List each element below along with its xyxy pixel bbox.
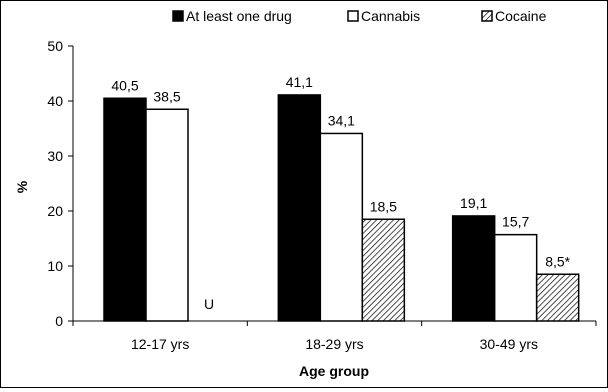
x-axis-title: Age group	[299, 363, 369, 379]
legend-label: Cannabis	[361, 8, 420, 24]
data-label: 41,1	[286, 74, 313, 90]
legend-swatch	[347, 10, 359, 22]
legend: At least one drug Cannabis Cocaine	[172, 8, 547, 24]
y-tick-label: 20	[47, 203, 63, 219]
bar	[535, 273, 580, 322]
y-tick-label: 0	[55, 313, 63, 329]
x-tick-label: 12-17 yrs	[131, 336, 189, 352]
y-axis: 0 10 20 30 40 50	[47, 38, 74, 329]
legend-label: Cocaine	[495, 8, 547, 24]
x-axis: 12-17 yrs 18-29 yrs 30-49 yrs	[72, 320, 597, 352]
data-label: 18,5	[370, 198, 397, 214]
legend-swatch	[481, 10, 493, 22]
y-tick-label: 50	[47, 38, 63, 54]
legend-swatch	[172, 10, 184, 22]
x-tick-label: 18-29 yrs	[305, 336, 363, 352]
legend-label: At least one drug	[186, 8, 292, 24]
y-tick-label: 30	[47, 148, 63, 164]
data-label: 15,7	[502, 214, 529, 230]
data-label: 38,5	[153, 88, 180, 104]
bar	[145, 108, 189, 322]
bar	[493, 233, 538, 322]
data-label: 40,5	[111, 77, 138, 93]
y-tick-label: 10	[47, 258, 63, 274]
bar	[319, 132, 364, 322]
y-tick-label: 40	[47, 93, 63, 109]
bar	[277, 94, 322, 322]
y-axis-title: %	[14, 180, 30, 193]
x-tick-label: 30-49 yrs	[480, 336, 538, 352]
data-label: 34,1	[328, 112, 355, 128]
bar	[451, 215, 496, 322]
bar	[361, 218, 406, 322]
data-label: 19,1	[460, 195, 487, 211]
data-labels: 40,5 38,5 U 41,1 34,1 18,5 19,1 15,7 8,5*	[111, 74, 570, 312]
data-label: 8,5*	[545, 253, 570, 269]
bar	[103, 97, 147, 322]
bars	[103, 94, 580, 322]
data-label: U	[204, 296, 214, 312]
